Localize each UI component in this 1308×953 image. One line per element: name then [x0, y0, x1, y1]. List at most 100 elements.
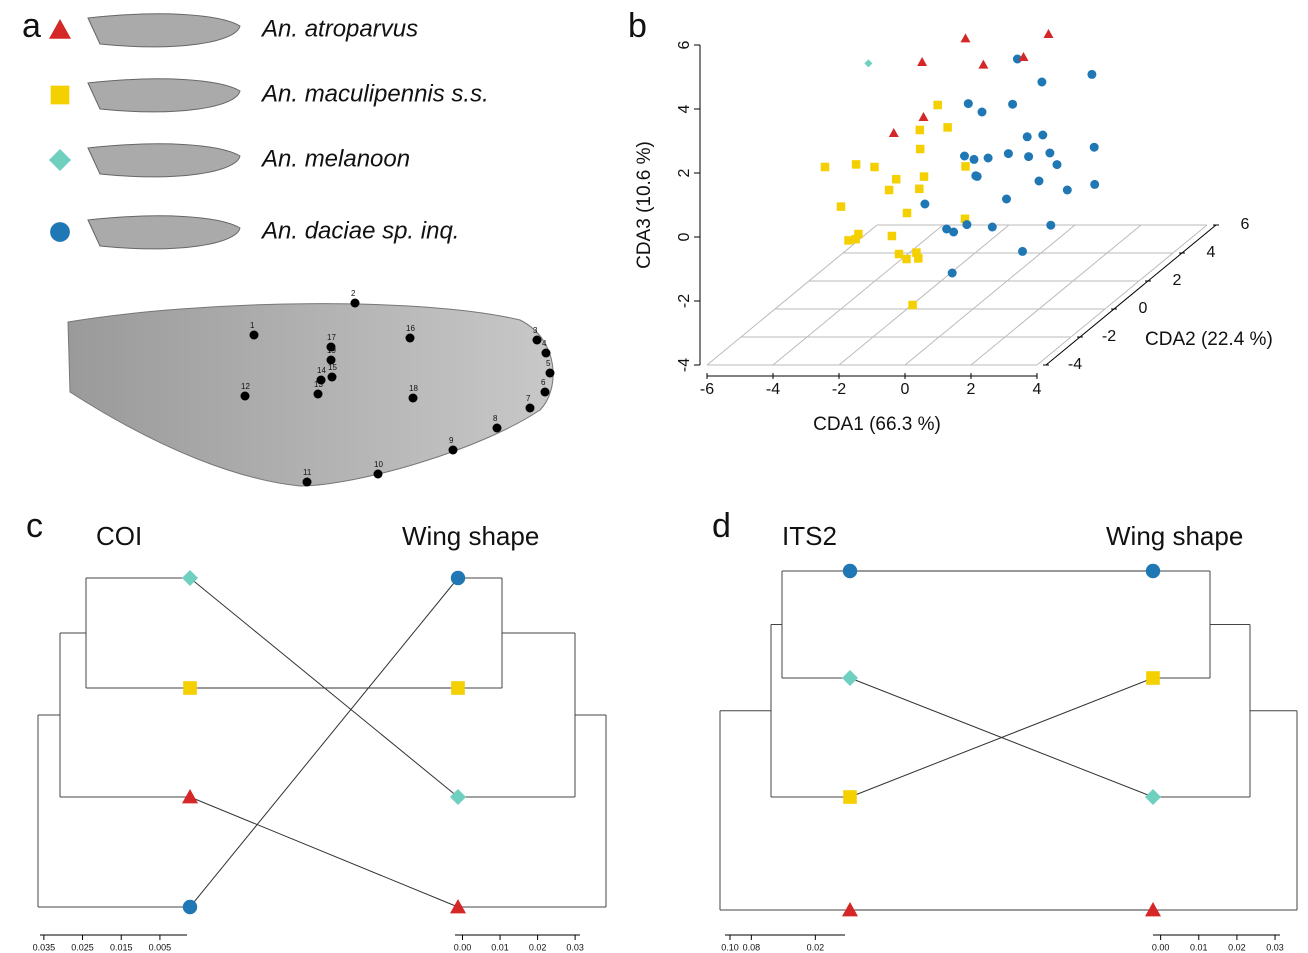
wing-image — [67, 303, 554, 487]
data-point — [943, 123, 952, 132]
tip-marker — [182, 570, 198, 586]
y-axis-label: CDA2 (22.4 %) — [1145, 329, 1273, 350]
tangle-link — [849, 677, 1154, 798]
landmark — [373, 469, 383, 479]
scale-tick-label: 0.015 — [110, 942, 133, 952]
landmark — [545, 368, 555, 378]
tip-marker — [182, 789, 198, 804]
scale-tick-label: 0.01 — [491, 942, 509, 952]
landmark-label: 16 — [406, 324, 415, 333]
landmark-label: 17 — [327, 333, 336, 342]
z-tick-label: 6 — [676, 40, 693, 49]
z-tick-label: 0 — [676, 232, 693, 241]
y-tick-label: 6 — [1241, 216, 1250, 233]
data-point — [894, 249, 904, 259]
data-point — [915, 125, 925, 135]
data-point — [891, 174, 901, 184]
landmark — [326, 342, 336, 352]
landmark — [541, 348, 551, 358]
data-point — [962, 220, 972, 230]
landmark — [249, 330, 259, 340]
x-tick-label: 0 — [901, 381, 910, 398]
data-point — [915, 184, 924, 194]
legend-label: An. maculipennis s.s. — [260, 80, 489, 107]
tip-marker — [1145, 563, 1161, 579]
grid-line — [838, 224, 1010, 366]
data-point — [949, 227, 959, 237]
data-point — [918, 112, 929, 121]
data-point — [977, 107, 987, 117]
scale-tick-label: 0.025 — [71, 942, 94, 952]
legend-marker — [49, 149, 71, 171]
wing-thumbnail — [87, 13, 241, 48]
z-axis-label: CDA3 (10.6 %) — [634, 141, 655, 269]
grid-line — [970, 224, 1142, 366]
data-point — [971, 171, 981, 181]
tip-marker — [450, 899, 466, 914]
tip-marker — [842, 670, 858, 686]
landmark-label: 14 — [317, 366, 326, 375]
z-tick-label: -4 — [676, 358, 693, 372]
landmark-label: 19 — [327, 346, 336, 355]
landmark-label: 11 — [303, 468, 312, 477]
data-point — [1003, 149, 1013, 159]
landmark — [327, 372, 337, 382]
grid-line — [904, 224, 1076, 366]
wing-thumbnail — [87, 215, 241, 250]
data-point — [1087, 69, 1097, 79]
landmark — [316, 375, 326, 385]
landmark-label: 7 — [526, 394, 531, 403]
tip-marker — [182, 899, 198, 915]
data-point — [978, 59, 989, 69]
wing-thumbnail — [87, 143, 241, 178]
x-tick-label: -6 — [700, 381, 714, 398]
landmark-label: 18 — [409, 384, 418, 393]
tip-marker — [450, 789, 466, 805]
panel-label: d — [712, 507, 731, 545]
axis-line — [1045, 224, 1217, 366]
landmark — [240, 391, 250, 401]
legend-marker — [50, 222, 70, 242]
tip-marker — [1146, 671, 1160, 685]
landmark — [405, 333, 415, 343]
landmark-label: 12 — [241, 382, 250, 391]
x-tick-label: 2 — [967, 381, 976, 398]
landmark — [532, 335, 542, 345]
scale-tick-label: 0.00 — [454, 942, 472, 952]
data-point — [960, 33, 971, 43]
landmark-label: 1 — [250, 321, 255, 330]
scale-tick-label: 0.01 — [1190, 942, 1208, 952]
data-point — [915, 144, 925, 154]
scale-tick-label: 0.10 — [721, 942, 739, 952]
landmark-label: 4 — [542, 339, 547, 348]
landmark — [448, 445, 458, 455]
data-point — [914, 254, 923, 263]
data-point — [960, 151, 969, 161]
data-point — [933, 100, 942, 110]
data-point — [1062, 185, 1072, 195]
landmark-label: 9 — [449, 436, 454, 445]
landmark — [540, 387, 550, 397]
tangle-link — [189, 577, 459, 908]
y-tick-label: 2 — [1173, 272, 1182, 289]
tree-title: ITS2 — [782, 521, 837, 551]
landmark-label: 10 — [374, 460, 383, 469]
y-tick-label: -4 — [1068, 356, 1082, 373]
data-point — [851, 160, 861, 169]
data-point — [1043, 29, 1054, 38]
data-point — [1002, 194, 1011, 204]
scale-tick-label: 0.02 — [807, 942, 825, 952]
landmark-label: 5 — [546, 359, 551, 368]
landmark-label: 15 — [328, 363, 337, 372]
data-point — [836, 202, 846, 211]
landmark-label: 2 — [351, 289, 356, 298]
tip-marker — [1145, 902, 1161, 917]
data-point — [888, 128, 899, 137]
data-point — [902, 254, 911, 264]
landmark — [313, 389, 323, 399]
grid-line — [706, 224, 878, 366]
data-point — [844, 236, 853, 245]
scale-tick-label: 0.02 — [529, 942, 547, 952]
data-point — [969, 154, 979, 164]
